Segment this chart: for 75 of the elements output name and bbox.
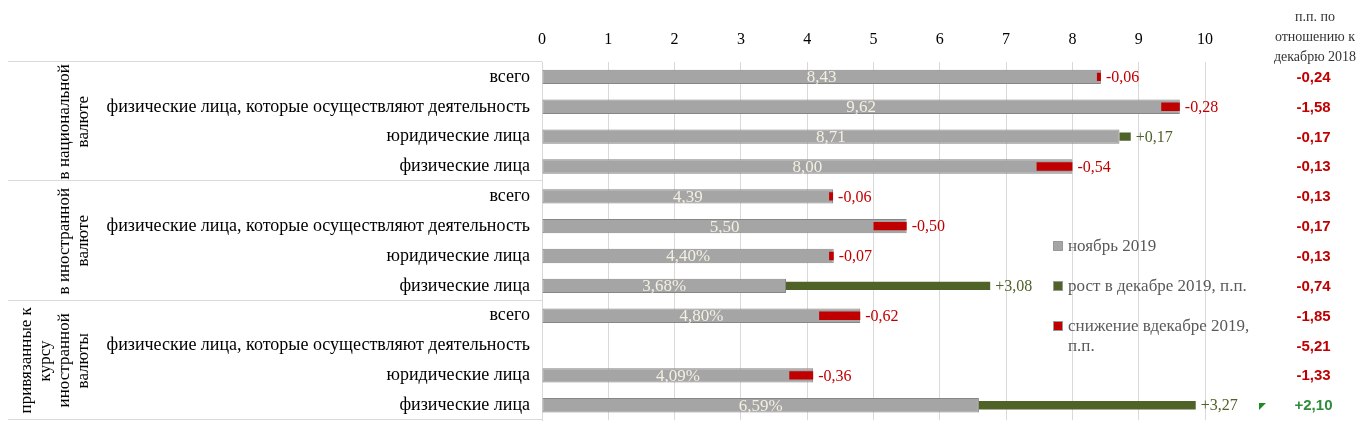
text: в национальной валюте [54, 63, 92, 181]
bar [873, 222, 907, 231]
legend-label: снижение вдекабре 2019, п.п. [1068, 316, 1250, 357]
text: -0,13 [1295, 186, 1332, 207]
x-tick-label: 8 [1068, 29, 1077, 47]
x-tick-label: 9 [1134, 29, 1143, 47]
data-label: -0,62 [865, 306, 899, 324]
y-tick-label: юридические лица [386, 364, 530, 385]
y-tick-label: физические лица, которые осуществляют деятельность [106, 214, 530, 235]
y-tick-label: всего [489, 65, 530, 86]
data-label: +3,27 [1200, 396, 1238, 414]
data-label: 4,39 [672, 186, 703, 206]
data-label: 8,43 [806, 67, 837, 87]
data-label: 3,68% [642, 276, 687, 296]
text: в иностранной валюте [54, 186, 92, 297]
y-tick-label: юридические лица [386, 244, 530, 265]
y-tick-label: физические лица, которые осуществляют деятельность [106, 334, 530, 355]
x-tick-label: 0 [538, 29, 546, 47]
data-label: 8,71 [816, 127, 846, 147]
data-label: 9,62 [846, 97, 877, 117]
data-label: 6,59% [738, 395, 783, 415]
bar [785, 281, 991, 291]
text: -1,33 [1295, 365, 1332, 386]
text: привязанные к курсу иностранной валюты [16, 306, 92, 416]
y-tick-label: физические лица [399, 394, 531, 415]
bar [829, 192, 834, 201]
text: -1,58 [1295, 96, 1332, 117]
bar [829, 251, 834, 261]
text: -0,74 [1295, 275, 1332, 296]
text: -0,13 [1295, 246, 1332, 266]
data-label: 8,00 [792, 156, 823, 176]
text: -1,85 [1295, 305, 1332, 326]
data-label: -0,28 [1184, 97, 1219, 115]
data-label: -0,36 [818, 366, 852, 384]
y-tick-label: физические лица [399, 274, 531, 295]
x-tick-label: 10 [1197, 29, 1213, 47]
bar [1119, 132, 1131, 141]
bar [789, 371, 814, 380]
data-label: -0,06 [838, 187, 872, 205]
data-label: 4,40% [666, 246, 711, 266]
x-tick-label: 5 [869, 29, 878, 47]
legend-label: рост в декабре 2019, п.п. [1068, 276, 1248, 297]
bar [1036, 162, 1073, 171]
text: +2,10 [1293, 395, 1334, 416]
x-tick-label: 3 [736, 29, 745, 47]
legend-label: ноябрь 2019 [1068, 236, 1158, 257]
y-tick-label: юридические лица [386, 125, 530, 146]
data-label: 4,80% [679, 306, 724, 326]
bar [819, 311, 861, 320]
y-tick-label: всего [489, 304, 530, 325]
data-label: 4,09% [655, 365, 700, 385]
text: -0,17 [1295, 216, 1332, 237]
data-label: +3,08 [995, 277, 1033, 295]
text: -0,17 [1295, 126, 1332, 147]
x-tick-label: 7 [1002, 29, 1011, 47]
bar [1161, 102, 1180, 111]
x-tick-label: 2 [670, 29, 679, 47]
data-label: -0,07 [838, 247, 873, 265]
x-tick-label: 4 [803, 29, 812, 47]
y-tick-label: физические лица, которые осуществляют деятельность [106, 95, 530, 116]
x-tick-label: 1 [604, 29, 613, 47]
bar [978, 401, 1196, 410]
text: -5,21 [1295, 335, 1332, 356]
text: п.п. по отношению к декабрю 2018 [1272, 8, 1358, 66]
bar [1096, 72, 1101, 82]
y-tick-label: всего [489, 185, 530, 206]
text: -0,24 [1295, 66, 1332, 87]
data-label: 5,50 [709, 216, 740, 236]
y-tick-label: физические лица [399, 155, 531, 176]
x-tick-label: 6 [935, 29, 944, 47]
data-label: -0,50 [911, 217, 945, 235]
data-label: -0,06 [1105, 68, 1140, 86]
data-label: -0,54 [1077, 157, 1111, 175]
data-label: +0,17 [1135, 127, 1173, 145]
text: -0,13 [1295, 156, 1332, 177]
